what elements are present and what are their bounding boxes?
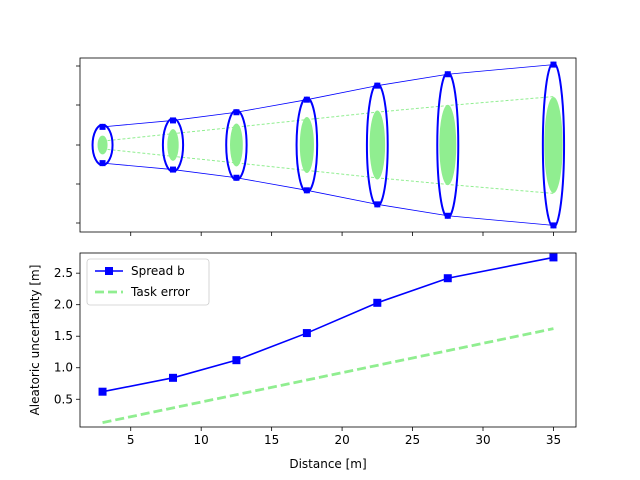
spread-marker (303, 187, 310, 194)
x-tick-label: 35 (546, 433, 561, 447)
spread-marker (170, 166, 176, 173)
legend-spread-marker (105, 267, 113, 275)
bottom-panel: 5 10 15 20 25 30 35 0.5 1.0 1.5 2.0 2.5 Distance [m]… (28, 252, 577, 471)
task-ellipse (439, 104, 457, 186)
y-tick-label: 1.0 (54, 361, 73, 375)
spread-marker (550, 61, 557, 68)
task-ellipse (230, 123, 243, 167)
spread-marker (374, 82, 381, 89)
legend-spread-label: Spread b (131, 264, 185, 278)
spread-b-marker (98, 387, 107, 396)
x-tick-label: 20 (334, 433, 349, 447)
spread-marker (99, 123, 106, 130)
legend-task-label: Task error (130, 285, 190, 299)
spread-marker (444, 71, 451, 78)
spread-marker (303, 96, 310, 103)
x-tick-label: 5 (127, 433, 135, 447)
spread-marker (444, 212, 451, 219)
spread-b-marker (443, 274, 452, 283)
y-tick-label: 2.5 (54, 266, 73, 280)
top-panel (76, 57, 577, 236)
x-tick-label: 15 (264, 433, 279, 447)
spread-marker (99, 160, 106, 167)
task-error-line (102, 327, 554, 424)
spread-b-marker (373, 298, 382, 307)
spread-marker (374, 201, 381, 208)
spread-marker (550, 222, 557, 229)
spread-b-marker (169, 373, 177, 382)
y-tick-label: 1.5 (54, 329, 73, 343)
task-ellipse (167, 129, 179, 161)
spread-marker (170, 117, 176, 124)
x-tick-label: 25 (405, 433, 420, 447)
y-tick-label: 0.5 (54, 392, 73, 406)
x-tick-label: 30 (475, 433, 490, 447)
task-ellipse (299, 116, 314, 174)
x-tick-label: 10 (194, 433, 209, 447)
spread-b-marker (549, 253, 558, 262)
x-axis-title: Distance [m] (289, 457, 366, 471)
task-envelope-upper (102, 96, 554, 142)
y-tick-label: 2.0 (54, 298, 73, 312)
task-ellipse (369, 110, 386, 180)
bottom-axes-frame (79, 252, 577, 428)
spread-b-marker (302, 329, 311, 338)
spread-b-marker (232, 356, 241, 365)
y-axis-title: Aleatoric uncertainty [m] (28, 265, 42, 416)
spread-marker (233, 174, 240, 181)
task-ellipse (97, 135, 108, 155)
task-ellipse (544, 97, 563, 193)
spread-marker (233, 109, 240, 116)
task-envelope-lower (102, 148, 554, 194)
legend: Spread b Task error (86, 258, 210, 306)
